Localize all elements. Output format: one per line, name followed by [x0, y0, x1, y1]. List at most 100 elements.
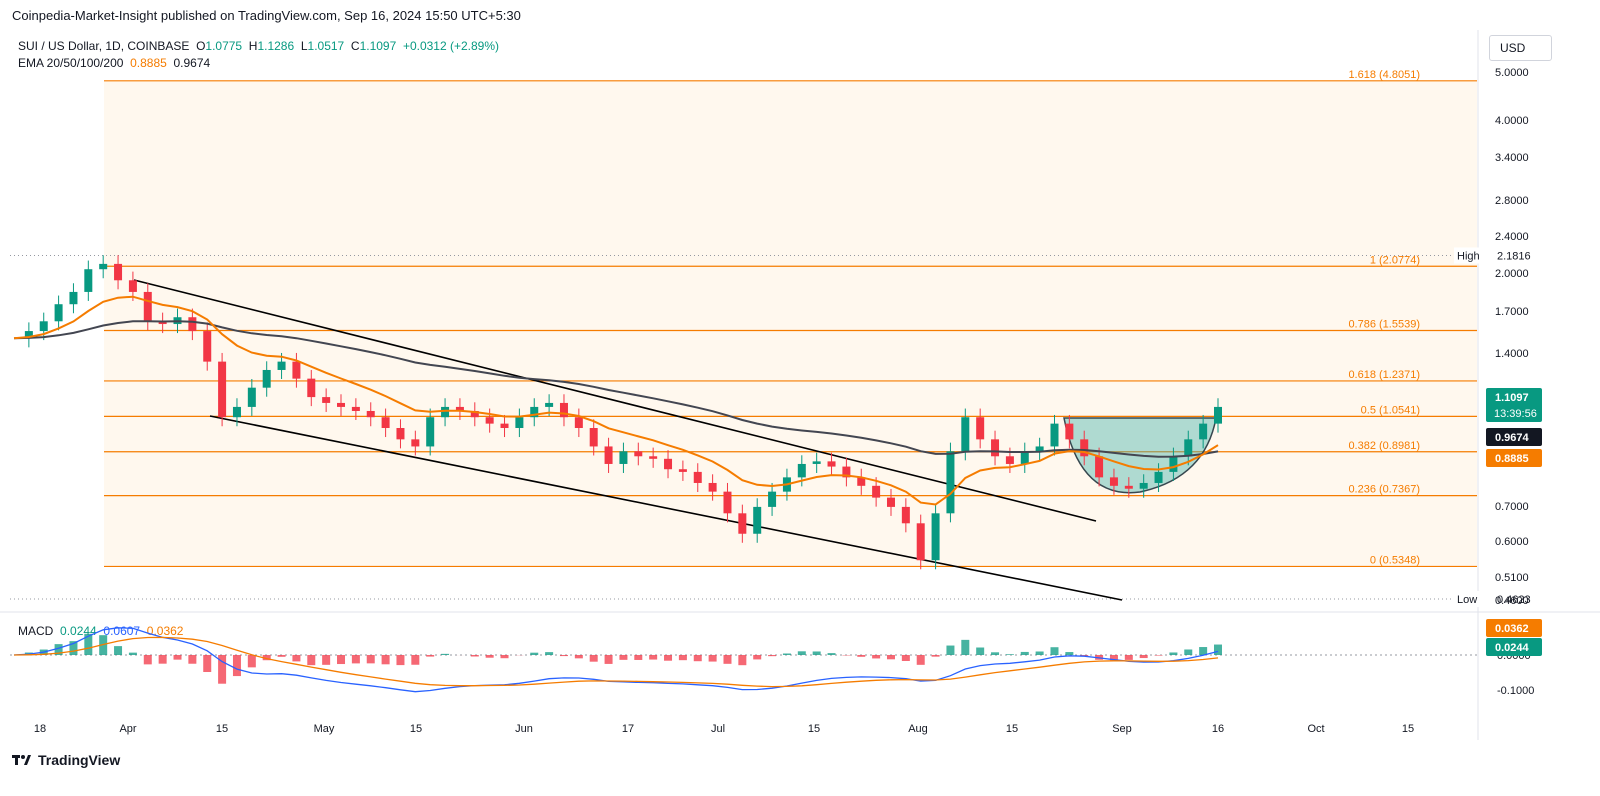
- price-badge-countdown: 13:39:56: [1494, 408, 1537, 420]
- change-value: +0.0312 (+2.89%): [402, 39, 500, 53]
- x-tick-label: 17: [622, 723, 634, 735]
- x-tick-label: May: [314, 723, 335, 735]
- fib-label: 0.786 (1.5539): [1348, 319, 1420, 331]
- macd-bar: [232, 655, 241, 677]
- macd-bar: [247, 655, 256, 668]
- candle-body: [351, 406, 360, 411]
- macd-bar: [574, 655, 583, 659]
- candle-body: [1139, 482, 1148, 489]
- ema-value-1: 0.8885: [130, 56, 167, 70]
- macd-bar: [738, 655, 747, 666]
- candle-body: [649, 456, 658, 459]
- macd-bar: [1199, 647, 1208, 655]
- macd-bar: [649, 655, 658, 660]
- candle-body: [307, 378, 316, 398]
- candle-body: [604, 446, 613, 464]
- macd-bar: [262, 655, 271, 661]
- candle-body: [1169, 456, 1178, 472]
- macd-bar: [143, 655, 152, 665]
- tradingview-logo[interactable]: TradingView: [12, 752, 120, 768]
- candles-group: [24, 255, 1222, 570]
- candle-body: [54, 304, 63, 322]
- macd-bar: [886, 655, 895, 660]
- candle-body: [753, 506, 762, 534]
- candle-body: [1020, 451, 1029, 464]
- candle-body: [84, 269, 93, 292]
- close-value: 1.1097: [359, 39, 397, 53]
- x-tick-label: 15: [808, 723, 820, 735]
- currency-selector[interactable]: USD: [1489, 35, 1552, 61]
- macd-value-2: 0.0607: [103, 624, 141, 638]
- candle-body: [634, 451, 643, 457]
- low-tag-label: Low: [1457, 594, 1477, 606]
- symbol-name[interactable]: SUI / US Dollar, 1D, COINBASE: [18, 39, 190, 53]
- candle-body: [500, 423, 509, 429]
- candle-body: [1050, 423, 1059, 447]
- candle-body: [277, 361, 286, 370]
- macd-label[interactable]: MACD: [18, 624, 54, 638]
- macd-bar: [961, 639, 970, 655]
- candle-body: [69, 291, 78, 305]
- channel-lower-line: [209, 415, 1123, 601]
- low-label: L: [300, 39, 308, 53]
- macd-bar: [946, 645, 955, 655]
- macd-value-3: 0.0362: [146, 624, 184, 638]
- candle-body: [1095, 456, 1104, 478]
- candle-body: [812, 461, 821, 464]
- candle-body: [842, 466, 851, 478]
- macd-bar: [322, 655, 331, 665]
- x-tick-label: 15: [1006, 723, 1018, 735]
- x-tick-label: 16: [1212, 723, 1224, 735]
- candle-body: [976, 417, 985, 440]
- macd-bar: [203, 655, 212, 673]
- candle-body: [559, 402, 568, 418]
- macd-bar: [753, 655, 762, 660]
- candle-body: [39, 321, 48, 332]
- macd-bar: [545, 652, 554, 655]
- candle-body: [1035, 446, 1044, 452]
- price-badge-value: 0.8885: [1495, 453, 1529, 465]
- price-badge: [1486, 428, 1542, 446]
- macd-bar: [396, 655, 405, 666]
- candle-body: [738, 513, 747, 534]
- candle-body: [872, 485, 881, 498]
- tradingview-brand: TradingView: [38, 752, 121, 768]
- high-label: H: [248, 39, 258, 53]
- candle-body: [827, 461, 836, 467]
- macd-bar: [1065, 652, 1074, 655]
- candle-body: [530, 406, 539, 418]
- macd-bar: [664, 655, 673, 661]
- fib-label: 0.236 (0.7367): [1348, 484, 1420, 496]
- candle-body: [485, 417, 494, 424]
- candle-body: [381, 417, 390, 429]
- candle-body: [1109, 477, 1118, 486]
- candle-body: [114, 263, 123, 281]
- candle-body: [664, 458, 673, 470]
- macd-badge-value: 0.0244: [1495, 642, 1530, 654]
- candle-body: [218, 361, 227, 418]
- macd-bar: [441, 653, 450, 655]
- publisher-header: Coinpedia-Market-Insight published on Tr…: [12, 8, 521, 23]
- candle-body: [916, 523, 925, 561]
- macd-badge: [1486, 619, 1542, 637]
- macd-bar: [500, 655, 509, 659]
- candle-body: [411, 439, 420, 447]
- y-tick-label: 1.4000: [1495, 348, 1529, 360]
- ema-label[interactable]: EMA 20/50/100/200: [18, 56, 124, 70]
- fib-label: 0 (0.5348): [1370, 554, 1420, 566]
- price-badge: [1486, 388, 1542, 422]
- candle-body: [1065, 423, 1074, 440]
- macd-bar: [1080, 655, 1089, 657]
- macd-bar: [634, 655, 643, 660]
- y-tick-label: 2.0000: [1495, 268, 1529, 280]
- fib-label: 0.382 (0.8981): [1348, 440, 1420, 452]
- price-badge: [1486, 449, 1542, 467]
- macd-histogram: [24, 633, 1222, 684]
- candle-body: [128, 280, 137, 292]
- x-tick-label: Sep: [1112, 723, 1132, 735]
- macd-bar: [812, 651, 821, 655]
- candle-body: [886, 497, 895, 507]
- y-tick-label: 1.7000: [1495, 306, 1529, 318]
- candle-body: [322, 397, 331, 403]
